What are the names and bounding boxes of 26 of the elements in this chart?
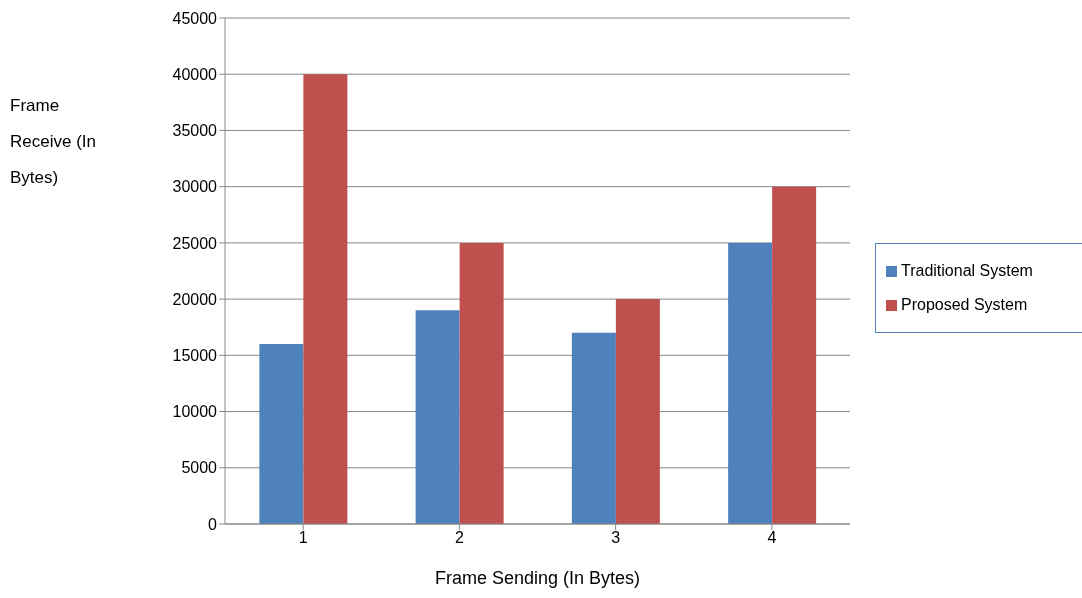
bar xyxy=(459,242,504,524)
y-tick-label: 45000 xyxy=(172,9,218,27)
bar xyxy=(571,332,616,524)
y-tick-label: 40000 xyxy=(172,65,218,83)
x-tick-label: 2 xyxy=(454,529,464,547)
bar xyxy=(415,310,460,524)
y-tick-label: 20000 xyxy=(172,290,218,308)
y-tick-label: 5000 xyxy=(181,459,218,477)
y-tick-label: 0 xyxy=(208,515,218,533)
y-tick-label: 25000 xyxy=(172,234,218,252)
x-tick-label: 4 xyxy=(767,529,777,547)
y-tick-label: 30000 xyxy=(172,178,218,196)
x-axis-title: Frame Sending (In Bytes) xyxy=(433,568,642,589)
legend-label: Traditional System xyxy=(901,262,1033,280)
bar xyxy=(259,344,304,524)
y-tick-label: 35000 xyxy=(172,122,218,140)
y-axis-title: Frame Receive (In Bytes) xyxy=(10,95,97,189)
legend-label: Proposed System xyxy=(901,296,1028,314)
bar xyxy=(772,186,817,524)
bar xyxy=(615,299,660,524)
bar xyxy=(303,74,348,524)
y-tick-label: 15000 xyxy=(172,347,218,365)
x-tick-label: 3 xyxy=(611,529,621,547)
bar xyxy=(728,242,773,524)
x-tick-label: 1 xyxy=(298,529,308,547)
y-tick-label: 10000 xyxy=(172,403,218,421)
